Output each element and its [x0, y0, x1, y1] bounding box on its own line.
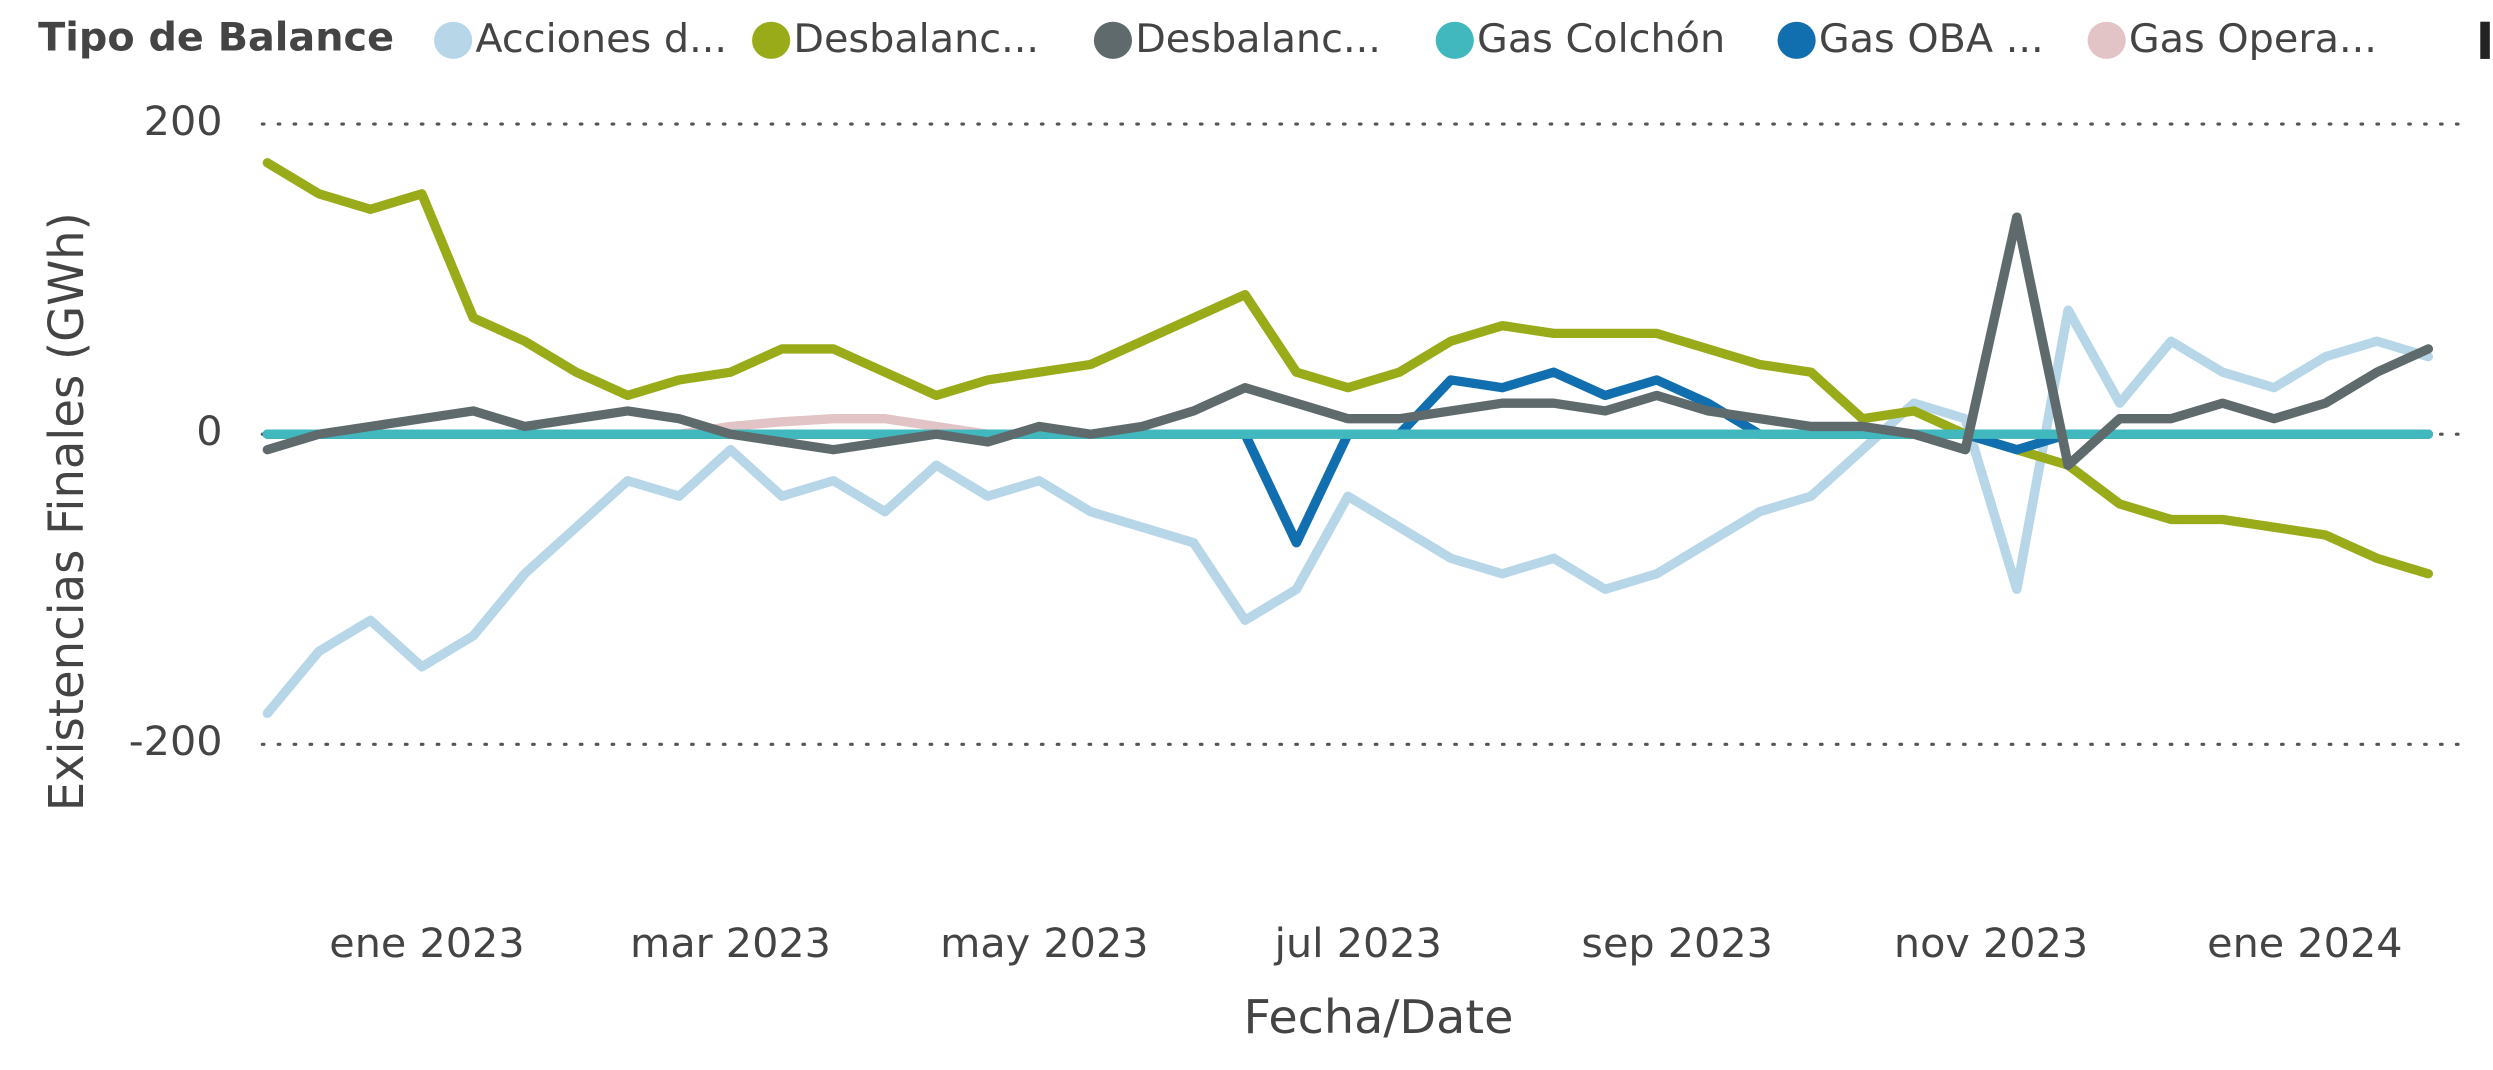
x-tick-label: ene 2023	[329, 919, 524, 966]
x-tick-label: nov 2023	[1894, 919, 2088, 966]
x-tick-label: mar 2023	[630, 919, 831, 966]
legend-marker	[752, 21, 791, 59]
legend-title: Tipo de Balance	[38, 16, 394, 60]
legend-label: Gas OBA ...	[1819, 18, 2044, 62]
series-line	[262, 212, 2434, 470]
y-tick-label: 0	[196, 408, 222, 455]
x-tick-label: jul 2023	[1273, 919, 1442, 966]
legend-label: Gas Colchón	[1477, 18, 1725, 62]
y-axis-title: Existencias Finales (GWh)	[40, 212, 96, 811]
legend-marker	[1093, 21, 1133, 59]
legend-more[interactable]	[2480, 21, 2490, 59]
x-axis-title: Fecha/Date	[1244, 991, 1514, 1045]
legend-marker	[2087, 21, 2126, 59]
legend-label: Gas Opera...	[2129, 18, 2377, 62]
legend-marker	[1435, 21, 1474, 59]
x-tick-label: ene 2024	[2207, 919, 2402, 966]
series-line	[262, 305, 2434, 718]
y-tick-label: 200	[144, 97, 223, 144]
legend-marker	[434, 21, 473, 59]
legend-label: Desbalanc...	[793, 18, 1039, 62]
x-tick-label: may 2023	[940, 919, 1148, 966]
legend-marker	[1777, 21, 1816, 59]
y-tick-label: -200	[129, 718, 223, 765]
legend-label: Desbalanc...	[1135, 18, 1381, 62]
legend-label: Acciones d...	[475, 18, 727, 62]
x-tick-label: sep 2023	[1581, 919, 1773, 966]
